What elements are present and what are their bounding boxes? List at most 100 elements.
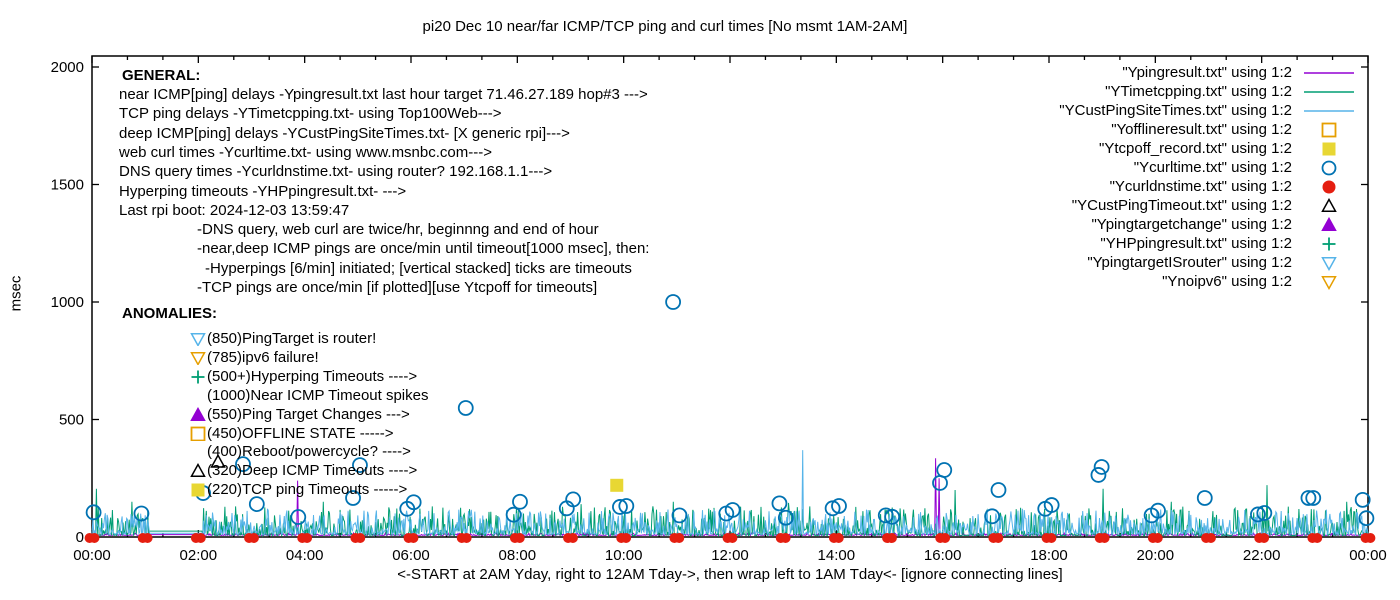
general-line: -near,deep ICMP pings are once/min until…	[197, 240, 650, 257]
x-tick-label: 00:00	[1349, 547, 1387, 564]
x-tick-label: 02:00	[180, 547, 218, 564]
y-tick-label: 1500	[51, 177, 84, 194]
x-tick-label: 20:00	[1137, 547, 1175, 564]
legend-label: "Ypingresult.txt" using 1:2	[1122, 64, 1292, 81]
y-tick-label: 0	[76, 529, 84, 546]
anomaly-item: (550)Ping Target Changes --->	[190, 405, 410, 423]
legend-item: "Ypingresult.txt" using 1:2	[800, 63, 1356, 82]
anomaly-text: (500+)Hyperping Timeouts ---->	[207, 367, 418, 385]
x-tick-label: 16:00	[924, 547, 962, 564]
circle-filled-icon	[1322, 180, 1336, 193]
y-tick-label: 500	[59, 412, 84, 429]
anomaly-item: (320)Deep ICMP Timeouts ---->	[190, 461, 417, 479]
anomaly-item: (220)TCP ping Timeouts ----->	[190, 480, 407, 498]
anomaly-item: (1000)Near ICMP Timeout spikes	[190, 386, 428, 404]
markers-Ycurldnstime.txt	[84, 533, 1376, 543]
tri-up-filled-icon	[1321, 216, 1337, 231]
square-open-icon	[190, 426, 206, 441]
anomaly-item: (500+)Hyperping Timeouts ---->	[190, 367, 417, 385]
legend-item: "Yofflineresult.txt" using 1:2	[800, 120, 1356, 139]
x-tick-label: 10:00	[605, 547, 643, 564]
legend: "Ypingresult.txt" using 1:2 "YTimetcpping…	[800, 63, 1356, 291]
anomaly-text: (400)Reboot/powercycle? ---->	[207, 442, 411, 460]
line-icon	[1304, 90, 1354, 93]
legend-item: "Ycurltime.txt" using 1:2	[800, 158, 1356, 177]
anomaly-text: (850)PingTarget is router!	[207, 329, 377, 347]
square-open-icon	[1321, 122, 1337, 137]
tri-down-open-icon	[1321, 256, 1337, 271]
chart-title: pi20 Dec 10 near/far ICMP/TCP ping and c…	[422, 18, 908, 35]
anomaly-text: (450)OFFLINE STATE ----->	[207, 424, 394, 442]
legend-item: "YTimetcpping.txt" using 1:2	[800, 82, 1356, 101]
legend-label: "Ycurltime.txt" using 1:2	[1133, 159, 1292, 176]
general-line: DNS query times -Ycurldnstime.txt- using…	[119, 163, 553, 180]
x-tick-label: 22:00	[1243, 547, 1281, 564]
anomaly-text: (550)Ping Target Changes --->	[207, 405, 410, 423]
legend-item: "Ypingtargetchange" using 1:2	[800, 215, 1356, 234]
legend-label: "YpingtargetISrouter" using 1:2	[1087, 254, 1292, 271]
tri-up-open-icon	[190, 462, 206, 477]
legend-item: "YCustPingSiteTimes.txt" using 1:2	[800, 101, 1356, 120]
legend-label: "Ynoipv6" using 1:2	[1162, 273, 1292, 290]
legend-label: "YHPpingresult.txt" using 1:2	[1100, 235, 1292, 252]
general-line: deep ICMP[ping] delays -YCustPingSiteTim…	[119, 125, 570, 142]
spacer	[190, 443, 207, 459]
tri-down-open-icon	[190, 352, 206, 365]
anomaly-item: (850)PingTarget is router!	[190, 329, 376, 347]
circle-open-icon	[1321, 160, 1337, 175]
markers-Ycurltime.txt	[85, 294, 1375, 527]
anomaly-text: (1000)Near ICMP Timeout spikes	[207, 386, 429, 404]
general-line: Last rpi boot: 2024-12-03 13:59:47	[119, 202, 350, 219]
tri-down-open-icon	[1321, 275, 1337, 290]
tri-up-open-icon	[1321, 197, 1337, 212]
x-tick-label: 06:00	[392, 547, 430, 564]
x-tick-label: 00:00	[73, 547, 111, 564]
anomaly-item: (400)Reboot/powercycle? ---->	[190, 442, 411, 460]
legend-label: "YCustPingTimeout.txt" using 1:2	[1071, 197, 1292, 214]
y-axis-label: msec	[7, 275, 25, 312]
legend-item: "YHPpingresult.txt" using 1:2	[800, 234, 1356, 253]
square-filled-icon	[1322, 142, 1336, 155]
markers-YCustPingTimeout.txt	[210, 453, 226, 468]
legend-label: "Ycurldnstime.txt" using 1:2	[1109, 178, 1292, 195]
anomaly-text: (220)TCP ping Timeouts ----->	[207, 480, 408, 498]
x-tick-label: 08:00	[499, 547, 537, 564]
general-line: near ICMP[ping] delays -Ypingresult.txt …	[119, 86, 648, 103]
tri-down-open-icon	[190, 333, 206, 346]
axes: 00:00 02:00 04:00 06:00 08:00 10:00 12:00 14:00…	[51, 55, 1387, 564]
x-tick-label: 04:00	[286, 547, 324, 564]
legend-label: "Ypingtargetchange" using 1:2	[1091, 216, 1292, 233]
legend-label: "YCustPingSiteTimes.txt" using 1:2	[1059, 102, 1292, 119]
legend-item: "Ynoipv6" using 1:2	[800, 272, 1356, 291]
general-line: -Hyperpings [6/min] initiated; [vertical…	[205, 260, 632, 277]
legend-label: "Yofflineresult.txt" using 1:2	[1111, 121, 1292, 138]
legend-item: "Ytcpoff_record.txt" using 1:2	[800, 139, 1356, 158]
x-tick-label: 18:00	[1030, 547, 1068, 564]
anomalies-heading: ANOMALIES:	[122, 305, 217, 322]
general-heading: GENERAL:	[122, 67, 201, 84]
anomaly-text: (785)ipv6 failure!	[207, 348, 319, 366]
square-filled-icon	[191, 483, 205, 497]
legend-label: "YTimetcpping.txt" using 1:2	[1105, 83, 1292, 100]
series-YCustPingSiteTimes.txt	[91, 450, 1369, 537]
legend-item: "YCustPingTimeout.txt" using 1:2	[800, 196, 1356, 215]
anomaly-item: (450)OFFLINE STATE ----->	[190, 424, 394, 442]
general-line: -DNS query, web curl are twice/hr, begin…	[197, 221, 599, 238]
tri-up-filled-icon	[190, 406, 206, 421]
legend-item: "Ycurldnstime.txt" using 1:2	[800, 177, 1356, 196]
legend-item: "YpingtargetISrouter" using 1:2	[800, 253, 1356, 272]
x-axis-note: <-START at 2AM Yday, right to 12AM Tday-…	[397, 566, 1063, 583]
plus-icon	[1322, 237, 1336, 250]
x-tick-label: 12:00	[711, 547, 749, 564]
spacer	[190, 387, 207, 403]
general-line: web curl times -Ycurltime.txt- using www…	[119, 144, 492, 161]
general-line: TCP ping delays -YTimetcpping.txt- using…	[119, 105, 502, 122]
general-line: Hyperping timeouts -YHPpingresult.txt- -…	[119, 183, 407, 200]
general-line: -TCP pings are once/min [if plotted][use…	[197, 279, 598, 296]
line-icon	[1304, 109, 1354, 112]
anomaly-text: (320)Deep ICMP Timeouts ---->	[207, 461, 418, 479]
line-icon	[1304, 71, 1354, 74]
y-tick-label: 1000	[51, 294, 84, 311]
legend-label: "Ytcpoff_record.txt" using 1:2	[1099, 140, 1292, 157]
